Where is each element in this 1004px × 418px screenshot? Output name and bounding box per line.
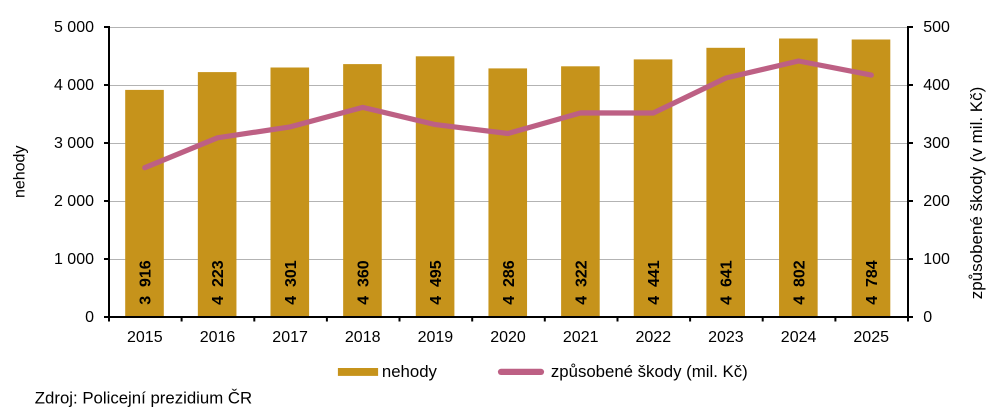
svg-text:100: 100 [923, 251, 950, 268]
svg-text:4 784: 4 784 [864, 260, 881, 305]
svg-text:nehody: nehody [382, 362, 438, 381]
svg-text:2018: 2018 [345, 329, 381, 346]
svg-text:způsobené škody (mil. Kč): způsobené škody (mil. Kč) [551, 362, 748, 381]
svg-text:4 441: 4 441 [646, 260, 663, 305]
svg-text:4 322: 4 322 [573, 260, 590, 305]
svg-text:1 000: 1 000 [54, 251, 94, 268]
svg-text:2023: 2023 [708, 329, 744, 346]
svg-text:500: 500 [923, 19, 950, 36]
svg-text:2019: 2019 [418, 329, 454, 346]
svg-text:2024: 2024 [781, 329, 817, 346]
svg-text:4 286: 4 286 [501, 260, 518, 305]
svg-text:2025: 2025 [853, 329, 889, 346]
svg-text:0: 0 [85, 309, 94, 326]
svg-text:2022: 2022 [636, 329, 672, 346]
svg-text:3 000: 3 000 [54, 135, 94, 152]
svg-text:4 495: 4 495 [428, 260, 445, 305]
svg-text:300: 300 [923, 135, 950, 152]
svg-text:200: 200 [923, 193, 950, 210]
svg-text:3 916: 3 916 [138, 260, 155, 305]
svg-text:5 000: 5 000 [54, 19, 94, 36]
svg-text:4 360: 4 360 [356, 260, 373, 305]
svg-text:Zdroj: Policejní prezidium ČR: Zdroj: Policejní prezidium ČR [35, 388, 252, 407]
svg-text:4 641: 4 641 [719, 260, 736, 305]
svg-text:4 301: 4 301 [283, 260, 300, 305]
svg-text:400: 400 [923, 77, 950, 94]
svg-text:4 802: 4 802 [791, 260, 808, 305]
svg-text:2020: 2020 [490, 329, 526, 346]
svg-text:0: 0 [923, 309, 932, 326]
svg-text:2017: 2017 [272, 329, 308, 346]
svg-text:2 000: 2 000 [54, 193, 94, 210]
svg-text:nehody: nehody [11, 146, 28, 199]
svg-text:4 000: 4 000 [54, 77, 94, 94]
svg-text:2021: 2021 [563, 329, 599, 346]
svg-text:2016: 2016 [200, 329, 236, 346]
svg-text:4 223: 4 223 [210, 260, 227, 305]
svg-text:způsobené škody (v mil. Kč): způsobené škody (v mil. Kč) [967, 87, 986, 300]
svg-text:2015: 2015 [127, 329, 163, 346]
